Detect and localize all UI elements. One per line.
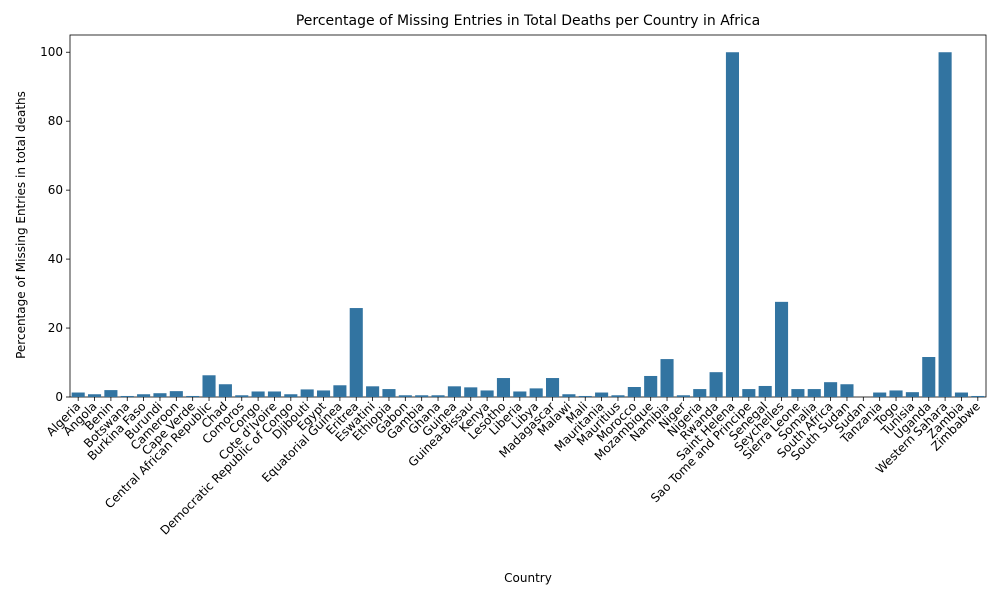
- bar-zambia: [954, 392, 969, 397]
- bar-algeria: [71, 392, 85, 397]
- plot-frame: [69, 34, 987, 398]
- y-axis: 0 20 40 60 80 100: [40, 45, 70, 404]
- bar-south-sudan: [840, 384, 854, 397]
- bar-benin: [104, 390, 118, 397]
- bar-angola: [87, 394, 102, 397]
- y-tick-label: 60: [48, 183, 63, 197]
- y-tick-label: 20: [48, 321, 63, 335]
- x-axis-label: Country: [504, 571, 552, 585]
- bar-cote-d-ivoire: [267, 391, 282, 397]
- bar-sao-tome-and-principe: [742, 389, 756, 397]
- bar-guinea-bissau: [464, 387, 478, 397]
- bar-saint-helena: [725, 52, 740, 398]
- bar-egypt: [316, 390, 331, 397]
- bar-cameroon: [169, 391, 183, 397]
- bar-equatorial-guinea: [333, 385, 347, 397]
- bar-nigeria: [693, 389, 707, 397]
- bar-seychelles: [774, 301, 789, 397]
- bar-namibia: [660, 359, 674, 397]
- y-tick-label: 80: [48, 114, 63, 128]
- plot-area: [69, 34, 987, 398]
- bar-rwanda: [709, 372, 723, 397]
- bar-burundi: [153, 393, 167, 397]
- bar-kenya: [480, 390, 494, 397]
- bar-niger: [676, 395, 690, 397]
- bar-botswana: [120, 395, 134, 397]
- bar-chad: [218, 384, 232, 397]
- bar-libya: [529, 388, 543, 397]
- bar-uganda: [922, 357, 936, 397]
- bar-congo: [251, 391, 265, 397]
- y-tick-label: 0: [55, 390, 63, 404]
- bar-sierra-leone: [791, 389, 805, 397]
- bar-senegal: [758, 385, 772, 397]
- bar-eritrea: [349, 308, 363, 397]
- bar-lesotho: [496, 378, 511, 397]
- bar-gabon: [398, 395, 412, 397]
- bar-zimbabwe: [971, 395, 985, 397]
- bar-togo: [889, 390, 903, 397]
- bar-democratic-republic-of-congo: [284, 394, 298, 397]
- bar-tunisia: [905, 392, 919, 397]
- y-axis-label: Percentage of Missing Entries in total d…: [14, 91, 28, 359]
- bar-comoros: [235, 395, 249, 397]
- chart-title: Percentage of Missing Entries in Total D…: [296, 13, 760, 29]
- bar-malawi: [562, 394, 576, 397]
- bars-group: [71, 52, 985, 398]
- bar-djibouti: [300, 389, 314, 397]
- bar-mozambique: [644, 375, 658, 397]
- bar-ethiopia: [382, 389, 396, 397]
- bar-mauritius: [611, 395, 625, 397]
- bar-tanzania: [873, 392, 887, 397]
- bar-ghana: [431, 395, 445, 397]
- bar-eswatini: [366, 386, 380, 397]
- bar-cape-verde: [186, 395, 200, 397]
- bar-south-africa: [824, 382, 838, 397]
- bar-somalia: [807, 389, 821, 397]
- y-tick-label: 40: [48, 252, 63, 266]
- bar-guinea: [447, 386, 461, 397]
- bar-gambia: [415, 395, 429, 397]
- bar-western-sahara: [938, 52, 952, 398]
- bar-liberia: [513, 391, 527, 397]
- bar-burkina-faso: [137, 394, 151, 397]
- bar-mali: [578, 395, 592, 397]
- y-tick-label: 100: [40, 45, 63, 59]
- bar-mauritania: [595, 392, 609, 397]
- bar-morocco: [627, 387, 641, 397]
- bar-madagascar: [545, 378, 560, 397]
- bar-central-african-republic: [202, 375, 216, 397]
